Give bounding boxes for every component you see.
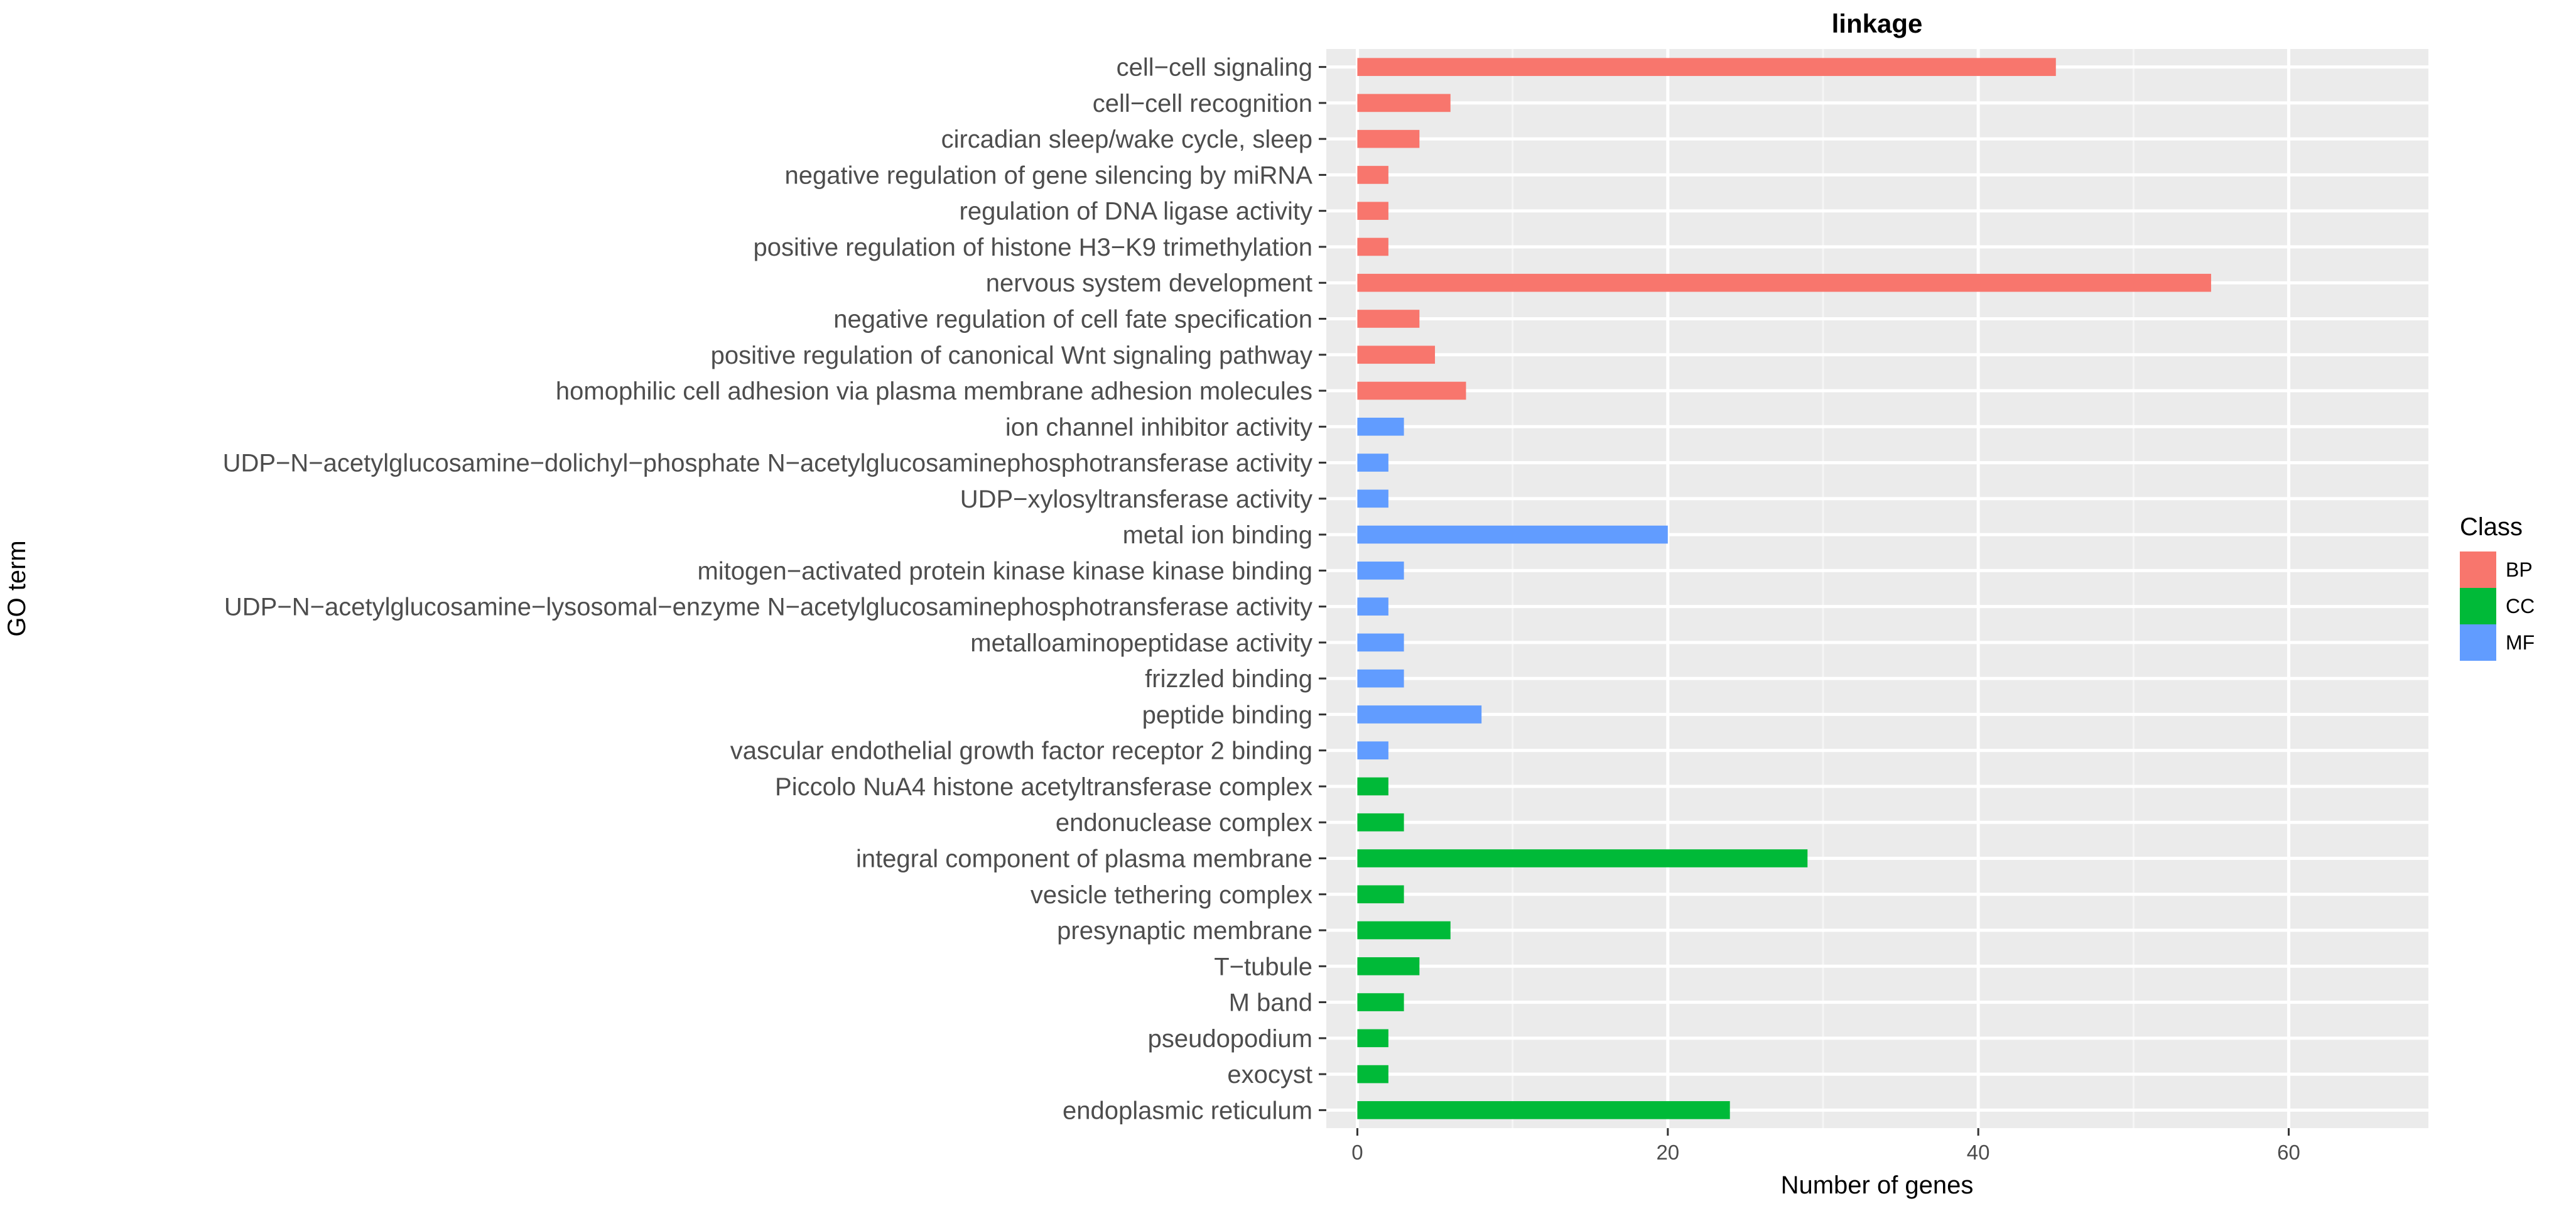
x-tick-label: 60 <box>2277 1141 2300 1164</box>
category-label: T−tubule <box>1214 953 1312 981</box>
x-tick-labels: 0 20 40 60 <box>1351 1141 2300 1164</box>
bar <box>1357 129 1420 148</box>
category-label: regulation of DNA ligase activity <box>960 198 1313 225</box>
category-label: integral component of plasma membrane <box>856 845 1312 873</box>
bar <box>1357 597 1388 616</box>
category-label: endoplasmic reticulum <box>1063 1097 1312 1124</box>
category-label: M band <box>1229 989 1312 1017</box>
x-tick-label: 40 <box>1967 1141 1990 1164</box>
category-label: Piccolo NuA4 histone acetyltransferase c… <box>775 773 1312 801</box>
category-label: metalloaminopeptidase activity <box>970 629 1312 657</box>
bar <box>1357 202 1388 220</box>
bar <box>1357 705 1482 724</box>
bar <box>1357 993 1404 1011</box>
legend-key <box>2460 588 2496 624</box>
bar <box>1357 94 1451 112</box>
category-label: metal ion binding <box>1123 521 1312 549</box>
category-label: presynaptic membrane <box>1057 917 1312 945</box>
category-label: mitogen−activated protein kinase kinase … <box>697 557 1312 585</box>
category-label: homophilic cell adhesion via plasma memb… <box>556 378 1312 405</box>
legend-entries: BP CC MF <box>2460 551 2535 661</box>
bar <box>1357 273 2211 292</box>
legend-label: MF <box>2506 631 2535 654</box>
category-label: frizzled binding <box>1145 665 1312 693</box>
category-label: UDP−xylosyltransferase activity <box>960 486 1312 513</box>
bar <box>1357 345 1436 364</box>
x-tick-label: 0 <box>1351 1141 1363 1164</box>
bar <box>1357 381 1466 400</box>
legend: Class BP CC MF <box>2460 513 2535 661</box>
bar <box>1357 1101 1730 1119</box>
bar <box>1357 921 1451 940</box>
bar <box>1357 669 1404 688</box>
category-label: negative regulation of cell fate specifi… <box>833 306 1312 334</box>
minor-gridlines <box>1512 49 2135 1128</box>
bar <box>1357 310 1420 328</box>
y-axis-title: GO term <box>3 540 31 636</box>
bar <box>1357 633 1404 652</box>
bar <box>1357 957 1420 975</box>
legend-label: CC <box>2506 595 2535 617</box>
bar <box>1357 777 1388 796</box>
legend-key <box>2460 551 2496 588</box>
bar <box>1357 525 1668 544</box>
bar <box>1357 562 1404 580</box>
panel-background <box>1326 49 2428 1128</box>
category-label: vascular endothelial growth factor recep… <box>730 737 1312 765</box>
category-label: circadian sleep/wake cycle, sleep <box>941 126 1312 153</box>
category-label: peptide binding <box>1142 701 1312 729</box>
bar <box>1357 58 2056 76</box>
category-label: positive regulation of histone H3−K9 tri… <box>753 234 1312 261</box>
bar <box>1357 237 1388 256</box>
category-label: UDP−N−acetylglucosamine−dolichyl−phospha… <box>223 450 1312 477</box>
category-label: ion channel inhibitor activity <box>1005 413 1312 441</box>
category-label: cell−cell signaling <box>1117 54 1312 82</box>
bar <box>1357 166 1388 184</box>
bars-group <box>1357 58 2211 1119</box>
bar <box>1357 885 1404 904</box>
bar <box>1357 489 1388 508</box>
x-tick-label: 20 <box>1656 1141 1679 1164</box>
category-label: nervous system development <box>986 269 1312 297</box>
category-label: negative regulation of gene silencing by… <box>785 161 1313 189</box>
bar <box>1357 849 1808 867</box>
x-axis-title: Number of genes <box>1781 1171 1974 1199</box>
category-label: pseudopodium <box>1148 1025 1312 1053</box>
x-tick-marks <box>1356 1128 2290 1136</box>
category-label: exocyst <box>1227 1061 1312 1089</box>
category-label: cell−cell recognition <box>1093 90 1312 117</box>
bar <box>1357 1029 1388 1048</box>
category-label: UDP−N−acetylglucosamine−lysosomal−enzyme… <box>224 594 1312 621</box>
bar <box>1357 813 1404 832</box>
category-labels: cell−cell signaling cell−cell recognition… <box>223 54 1313 1125</box>
chart-title: linkage <box>1832 9 1923 38</box>
category-label: vesicle tethering complex <box>1031 881 1312 909</box>
bar <box>1357 741 1388 760</box>
legend-label: BP <box>2506 558 2533 581</box>
bar <box>1357 1065 1388 1084</box>
major-gridlines <box>1326 49 2428 1128</box>
y-tick-marks <box>1319 66 1326 1111</box>
category-label: endonuclease complex <box>1056 809 1312 837</box>
legend-key <box>2460 624 2496 661</box>
category-label: positive regulation of canonical Wnt sig… <box>711 342 1312 369</box>
bar <box>1357 417 1404 436</box>
legend-title: Class <box>2460 513 2523 541</box>
bar <box>1357 454 1388 472</box>
